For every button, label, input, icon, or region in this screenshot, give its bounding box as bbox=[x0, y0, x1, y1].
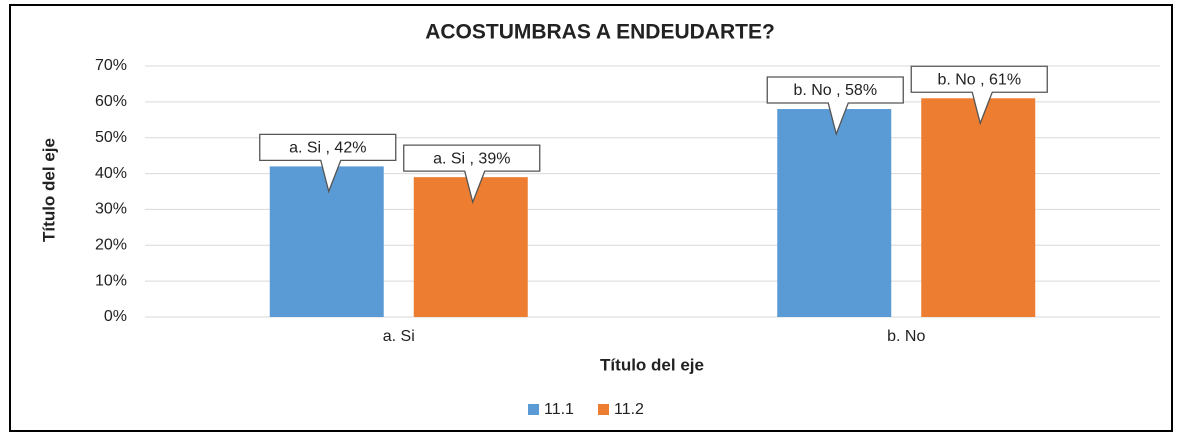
y-axis-title: Título del eje bbox=[39, 138, 58, 242]
data-label-callout bbox=[910, 65, 1048, 126]
x-tick-label: b. No bbox=[887, 328, 925, 345]
y-tick-label: 10% bbox=[95, 272, 127, 289]
y-tick-label: 0% bbox=[104, 308, 127, 325]
bar bbox=[777, 109, 892, 318]
data-label-callout bbox=[403, 144, 541, 205]
legend-label: 11.2 bbox=[614, 401, 644, 418]
data-label: b. No , 58% bbox=[793, 82, 877, 99]
legend-swatch bbox=[528, 404, 539, 415]
chart-title: ACOSTUMBRAS A ENDEUDARTE? bbox=[425, 21, 775, 44]
bar bbox=[269, 166, 384, 317]
y-tick-label: 30% bbox=[95, 201, 127, 218]
data-label: b. No , 61% bbox=[937, 71, 1021, 88]
bar bbox=[413, 177, 528, 317]
y-tick-label: 70% bbox=[95, 57, 127, 74]
x-tick-label: a. Si bbox=[383, 328, 415, 345]
data-label-callout bbox=[259, 133, 397, 194]
bar bbox=[921, 98, 1036, 318]
y-tick-label: 40% bbox=[95, 165, 127, 182]
data-label-callout bbox=[766, 76, 904, 137]
x-axis-title: Título del eje bbox=[600, 355, 704, 374]
data-label: a. Si , 39% bbox=[433, 150, 510, 167]
y-tick-label: 20% bbox=[95, 237, 127, 254]
y-tick-label: 50% bbox=[95, 129, 127, 146]
legend-swatch bbox=[598, 404, 609, 415]
data-label: a. Si , 42% bbox=[289, 140, 366, 157]
y-tick-label: 60% bbox=[95, 93, 127, 110]
legend-label: 11.1 bbox=[544, 401, 574, 418]
